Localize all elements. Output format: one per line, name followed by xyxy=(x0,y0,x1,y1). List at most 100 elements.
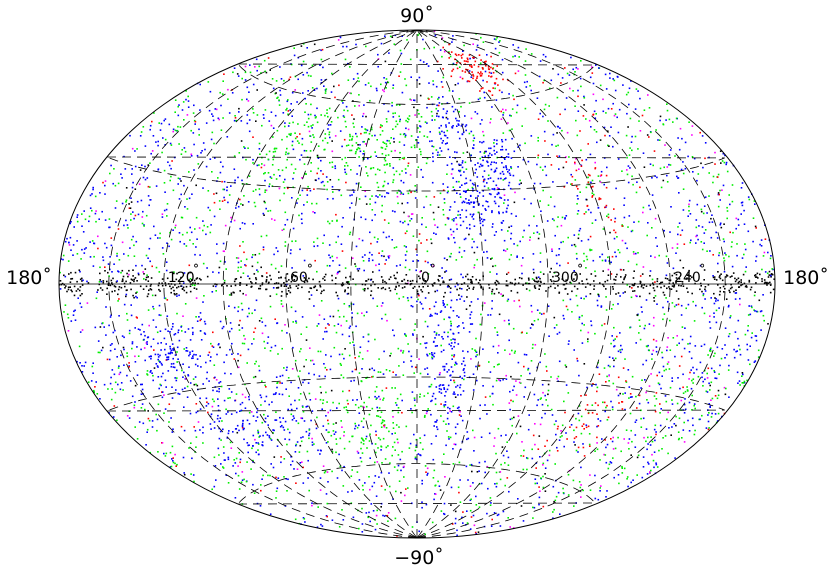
source-point xyxy=(190,129,192,132)
source-point xyxy=(510,290,513,292)
source-point xyxy=(225,268,227,270)
source-point xyxy=(478,203,480,205)
source-point xyxy=(114,290,116,292)
source-point xyxy=(610,273,613,275)
source-point xyxy=(714,413,717,415)
source-point xyxy=(287,478,289,481)
source-point xyxy=(381,195,383,198)
source-point xyxy=(375,434,377,436)
source-point xyxy=(650,373,652,375)
source-point xyxy=(231,342,233,345)
source-point xyxy=(161,396,164,399)
source-point xyxy=(192,355,194,357)
source-point xyxy=(338,264,341,266)
source-point xyxy=(95,297,98,300)
source-point xyxy=(719,222,722,225)
source-point xyxy=(446,102,449,104)
source-point xyxy=(91,365,94,368)
source-point xyxy=(704,196,707,198)
source-point xyxy=(77,288,79,290)
source-point xyxy=(155,266,158,269)
source-point xyxy=(303,204,305,206)
source-point xyxy=(146,274,148,276)
source-point xyxy=(164,191,166,193)
source-point xyxy=(576,203,578,205)
source-point xyxy=(273,253,275,256)
source-point xyxy=(544,353,546,355)
source-point xyxy=(420,303,423,305)
source-point xyxy=(404,333,406,335)
source-point xyxy=(471,186,474,189)
source-point xyxy=(321,408,323,410)
source-point xyxy=(232,431,234,433)
source-point xyxy=(508,319,510,322)
source-point xyxy=(501,71,504,74)
source-point xyxy=(314,114,316,117)
source-point xyxy=(449,410,451,412)
source-point xyxy=(649,270,652,272)
source-point xyxy=(516,244,519,247)
source-point xyxy=(233,306,236,309)
source-point xyxy=(427,285,429,287)
source-point xyxy=(495,99,498,101)
source-point xyxy=(229,397,231,399)
source-point xyxy=(621,465,623,468)
source-point xyxy=(498,212,500,215)
source-point xyxy=(454,151,456,153)
source-point xyxy=(696,179,698,182)
source-point xyxy=(488,361,490,363)
source-point xyxy=(605,88,608,90)
source-point xyxy=(230,216,232,219)
source-point xyxy=(476,44,479,47)
source-point xyxy=(492,265,494,268)
source-point xyxy=(539,423,542,426)
source-point xyxy=(157,358,159,361)
source-point xyxy=(426,63,428,65)
source-point xyxy=(227,456,230,459)
source-point xyxy=(702,380,704,383)
source-point xyxy=(145,285,148,288)
source-point xyxy=(446,164,449,166)
source-point xyxy=(668,118,671,121)
source-point xyxy=(419,343,422,345)
source-point xyxy=(700,285,702,287)
source-point xyxy=(754,274,757,276)
source-point xyxy=(164,282,167,284)
source-point xyxy=(450,366,453,368)
source-point xyxy=(381,210,383,213)
source-point xyxy=(259,153,261,155)
source-point xyxy=(460,125,463,127)
source-point xyxy=(267,158,270,161)
source-point xyxy=(565,287,567,290)
source-point xyxy=(303,259,306,262)
source-point xyxy=(673,286,675,288)
source-point xyxy=(298,399,301,401)
source-point xyxy=(718,293,721,296)
source-point xyxy=(487,154,490,157)
source-point xyxy=(548,454,551,457)
source-point xyxy=(282,181,285,183)
source-point xyxy=(621,239,624,242)
source-point xyxy=(512,527,515,529)
source-point xyxy=(603,126,606,129)
source-point xyxy=(363,406,365,409)
source-point xyxy=(520,264,523,267)
source-point xyxy=(220,439,222,441)
source-point xyxy=(117,383,119,386)
source-point xyxy=(585,158,588,161)
source-point xyxy=(449,291,452,294)
source-point xyxy=(602,228,605,230)
source-point xyxy=(750,305,753,307)
source-point xyxy=(611,440,614,443)
source-point xyxy=(87,282,90,284)
source-point xyxy=(565,97,568,99)
source-point xyxy=(342,217,344,219)
source-point xyxy=(480,287,483,289)
source-point xyxy=(475,197,477,199)
source-point xyxy=(491,211,493,214)
source-point xyxy=(620,276,622,278)
source-point xyxy=(190,231,193,234)
source-point xyxy=(492,180,495,183)
source-point xyxy=(164,408,167,410)
source-point xyxy=(140,407,143,409)
